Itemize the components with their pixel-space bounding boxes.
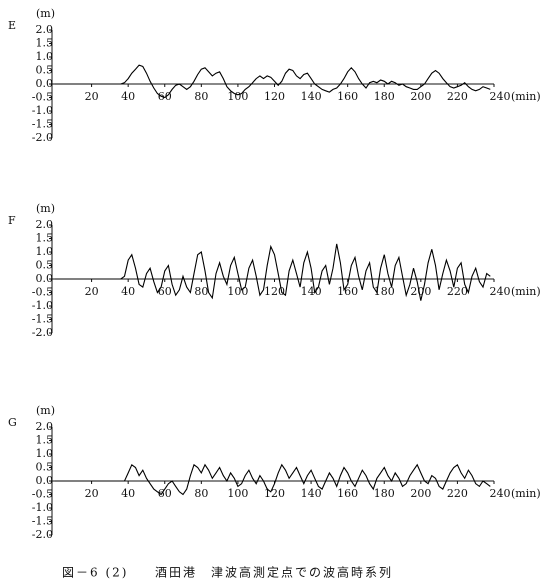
y-tick-label: 2.0 <box>36 23 54 36</box>
y-tick-label: 0.0 <box>36 272 54 285</box>
x-tick-label: 60 <box>158 90 172 103</box>
y-tick-label: -1.5 <box>32 515 53 528</box>
x-tick-label: 80 <box>194 285 208 298</box>
y-tick-label: 1.0 <box>36 447 54 460</box>
x-tick-label: 240 <box>490 90 511 103</box>
panel-label: F <box>8 214 16 227</box>
x-tick-label: 80 <box>194 487 208 500</box>
x-tick-label: 40 <box>121 285 135 298</box>
x-tick-label: 20 <box>85 487 99 500</box>
y-tick-label: -1.0 <box>32 104 53 117</box>
x-axis-label: (min) <box>511 90 541 103</box>
y-tick-label: -2.0 <box>32 528 53 541</box>
y-tick-label: 0.5 <box>36 461 54 474</box>
x-tick-label: 60 <box>158 487 172 500</box>
x-axis-label: (min) <box>511 487 541 500</box>
x-tick-label: 140 <box>301 487 322 500</box>
wave-line <box>55 64 491 99</box>
x-tick-label: 200 <box>410 90 431 103</box>
y-tick-label: 1.5 <box>36 232 54 245</box>
x-tick-label: 200 <box>410 487 431 500</box>
y-tick-label: -1.0 <box>32 299 53 312</box>
y-tick-label: 2.0 <box>36 420 54 433</box>
x-tick-label: 60 <box>158 285 172 298</box>
x-axis-label: (min) <box>511 285 541 298</box>
x-tick-label: 40 <box>121 90 135 103</box>
x-tick-label: 220 <box>447 90 468 103</box>
panel-label: G <box>8 416 17 429</box>
y-axis-label: (m) <box>36 404 55 417</box>
x-tick-label: 120 <box>264 90 285 103</box>
x-tick-label: 220 <box>447 487 468 500</box>
x-tick-label: 160 <box>337 487 358 500</box>
panel-label: E <box>8 19 16 32</box>
x-tick-label: 100 <box>227 487 248 500</box>
y-tick-label: -0.5 <box>32 91 53 104</box>
x-tick-label: 240 <box>490 487 511 500</box>
y-tick-label: -2.0 <box>32 131 53 144</box>
y-tick-label: -2.0 <box>32 326 53 339</box>
x-tick-label: 120 <box>264 285 285 298</box>
x-tick-label: 160 <box>337 285 358 298</box>
y-tick-label: 1.0 <box>36 245 54 258</box>
x-tick-label: 180 <box>374 90 395 103</box>
x-tick-label: 80 <box>194 90 208 103</box>
x-tick-label: 140 <box>301 90 322 103</box>
figure-caption: 酒田港 津波高測定点での波高時系列 <box>155 565 393 580</box>
x-tick-label: 240 <box>490 285 511 298</box>
x-tick-label: 20 <box>85 285 99 298</box>
x-tick-label: 100 <box>227 90 248 103</box>
x-tick-label: 220 <box>447 285 468 298</box>
figure-number: 図－6 (2) <box>62 566 128 580</box>
x-tick-label: 200 <box>410 285 431 298</box>
y-tick-label: -1.5 <box>32 118 53 131</box>
y-tick-label: 1.5 <box>36 37 54 50</box>
y-tick-label: -0.5 <box>32 488 53 501</box>
y-tick-label: 2.0 <box>36 218 54 231</box>
x-tick-label: 180 <box>374 487 395 500</box>
x-tick-label: 160 <box>337 90 358 103</box>
y-tick-label: 0.0 <box>36 77 54 90</box>
wave-line <box>55 463 491 496</box>
y-tick-label: 0.5 <box>36 64 54 77</box>
y-axis-label: (m) <box>36 7 55 20</box>
y-tick-label: -0.5 <box>32 286 53 299</box>
y-tick-label: 0.5 <box>36 259 54 272</box>
y-tick-label: 0.0 <box>36 474 54 487</box>
x-tick-label: 180 <box>374 285 395 298</box>
y-tick-label: -1.5 <box>32 313 53 326</box>
y-tick-label: 1.5 <box>36 434 54 447</box>
y-tick-label: -1.0 <box>32 501 53 514</box>
x-tick-label: 40 <box>121 487 135 500</box>
y-axis-label: (m) <box>36 202 55 215</box>
y-tick-label: 1.0 <box>36 50 54 63</box>
wave-line <box>55 243 491 301</box>
x-tick-label: 20 <box>85 90 99 103</box>
x-tick-label: 140 <box>301 285 322 298</box>
